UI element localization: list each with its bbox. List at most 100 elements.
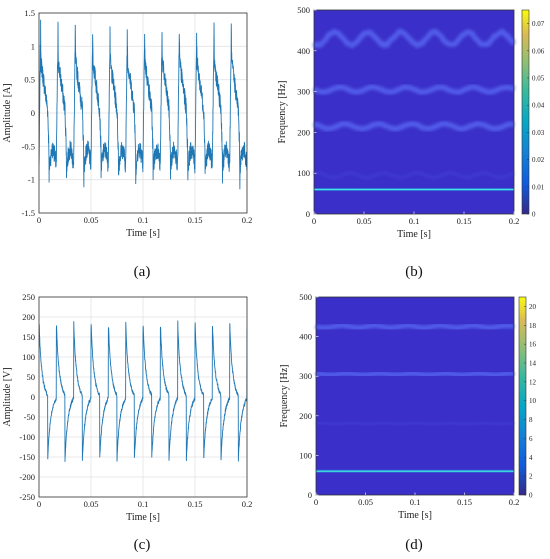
x-tick-label: 0.2 (509, 216, 520, 226)
band-180hz (315, 421, 515, 426)
caption-a: (a) (133, 264, 151, 280)
x-tick-label: 0.1 (410, 497, 421, 507)
y-tick-label: 250 (22, 292, 35, 302)
y-tick-label: 200 (299, 411, 312, 421)
y-tick-label: 1.5 (24, 8, 35, 18)
x-tick-label: 0.1 (409, 216, 420, 226)
band-95hz (313, 171, 515, 179)
colorbar-tick-label: 0 (529, 492, 533, 500)
x-tick-label: 0.15 (457, 216, 472, 226)
y-tick-label: -1 (28, 175, 35, 185)
x-tick-label: 0.15 (457, 497, 472, 507)
y-tick-label: -50 (24, 412, 35, 422)
y-tick-label: 0.5 (24, 75, 35, 85)
colorbar-gradient (521, 9, 530, 215)
x-tick-label: 0.15 (188, 499, 203, 509)
colorbar-tick-label: 0.03 (532, 129, 545, 137)
x-axis-label: Time [s] (126, 512, 160, 523)
y-tick-label: -250 (19, 492, 35, 502)
x-tick-label: 0 (312, 216, 316, 226)
y-tick-label: -100 (19, 432, 35, 442)
y-tick-label: -0.5 (22, 141, 35, 151)
colorbar-tick-label: 0.04 (532, 102, 545, 110)
y-axis-label: Frequency [Hz] (277, 80, 288, 143)
x-tick-label: 0 (37, 215, 41, 225)
y-tick-label: 200 (297, 127, 310, 137)
colorbar-tick-label: 0 (532, 211, 536, 219)
y-tick-label: 100 (299, 450, 312, 460)
y-tick-label: -150 (19, 452, 35, 462)
x-axis-label: Time [s] (126, 228, 160, 239)
plot-frame (38, 12, 248, 214)
colorbar-tick-label: 0.01 (532, 183, 545, 191)
y-tick-label: 100 (297, 168, 310, 178)
colorbar-tick-label: 0.06 (532, 47, 545, 55)
colorbar-tick-label: 16 (529, 341, 537, 349)
chart-a: 0 0.05 0.1 0.15 0.2 -1.5 -1 -0.5 0 0.5 1 1.5 Time [s… (2, 8, 252, 239)
band-305hz (315, 370, 515, 378)
colorbar: 0 0.01 0.02 0.03 0.04 0.05 0.06 0.07 (521, 9, 545, 219)
x-tick-label: 0 (314, 497, 318, 507)
y-axis-label: Frequency [Hz] (279, 364, 290, 427)
colorbar-tick-label: 2 (529, 473, 533, 481)
chart-b: 0 0.05 0.1 0.15 0.2 0 100 200 300 400 500 Time [s] F… (277, 5, 545, 240)
colorbar-tick-label: 4 (529, 454, 533, 462)
x-tick-label: 0.2 (509, 497, 520, 507)
y-tick-label: 0 (308, 490, 312, 500)
band-305hz (313, 84, 516, 95)
colorbar-tick-label: 0.02 (532, 156, 545, 164)
colorbar-tick-label: 6 (529, 435, 533, 443)
x-tick-label: 0.2 (242, 215, 253, 225)
x-tick-label: 0.2 (242, 499, 253, 509)
colorbar-gradient (518, 296, 527, 496)
y-tick-label: 300 (299, 371, 312, 381)
colorbar-tick-label: 0.07 (532, 20, 545, 28)
x-tick-label: 0.1 (138, 499, 149, 509)
y-tick-label: 0 (31, 108, 35, 118)
y-tick-label: 50 (27, 372, 36, 382)
colorbar-tick-label: 14 (529, 360, 537, 368)
y-tick-label: 0 (306, 209, 310, 219)
y-axis-label: Amplitude [V] (2, 367, 13, 426)
x-tick-label: 0.1 (138, 215, 149, 225)
colorbar: 0 2 4 6 8 10 12 14 16 18 20 (518, 296, 537, 500)
band-430hz (312, 28, 516, 49)
x-tick-label: 0.05 (84, 215, 99, 225)
caption-c: (c) (133, 537, 151, 553)
y-axis-label: Amplitude [A] (2, 83, 13, 142)
y-tick-label: 100 (22, 352, 35, 362)
series-line (39, 19, 247, 190)
caption-d: (d) (405, 537, 423, 553)
x-axis-label: Time [s] (398, 510, 432, 521)
y-tick-label: 500 (297, 5, 310, 15)
y-tick-label: 400 (297, 46, 310, 56)
x-tick-label: 0.05 (84, 499, 99, 509)
x-tick-label: 0.05 (358, 497, 373, 507)
caption-b: (b) (405, 264, 423, 280)
x-tick-label: 0.05 (357, 216, 372, 226)
colorbar-tick-label: 12 (529, 378, 537, 386)
band-425hz (315, 322, 515, 331)
plot-frame (38, 296, 248, 498)
colorbar-tick-label: 10 (529, 397, 537, 405)
band-215hz (312, 120, 515, 132)
series-line (39, 320, 247, 462)
y-tick-label: 400 (299, 332, 312, 342)
x-tick-label: 0.15 (188, 215, 203, 225)
y-tick-label: 150 (22, 332, 35, 342)
heatmap-background (316, 297, 514, 495)
colorbar-tick-label: 0.05 (532, 75, 545, 83)
x-tick-label: 0 (37, 499, 41, 509)
colorbar-tick-label: 8 (529, 416, 533, 424)
colorbar-tick-label: 20 (529, 303, 537, 311)
y-tick-label: 0 (31, 392, 35, 402)
y-tick-label: -200 (19, 472, 35, 482)
y-tick-label: 200 (22, 312, 35, 322)
chart-c: 0 0.05 0.1 0.15 0.2 -250 -200 -150 -100 -50 0 50 100… (2, 292, 252, 523)
x-axis-label: Time [s] (397, 229, 431, 240)
y-tick-label: -1.5 (22, 208, 35, 218)
colorbar-tick-label: 18 (529, 322, 537, 330)
y-tick-label: 300 (297, 87, 310, 97)
